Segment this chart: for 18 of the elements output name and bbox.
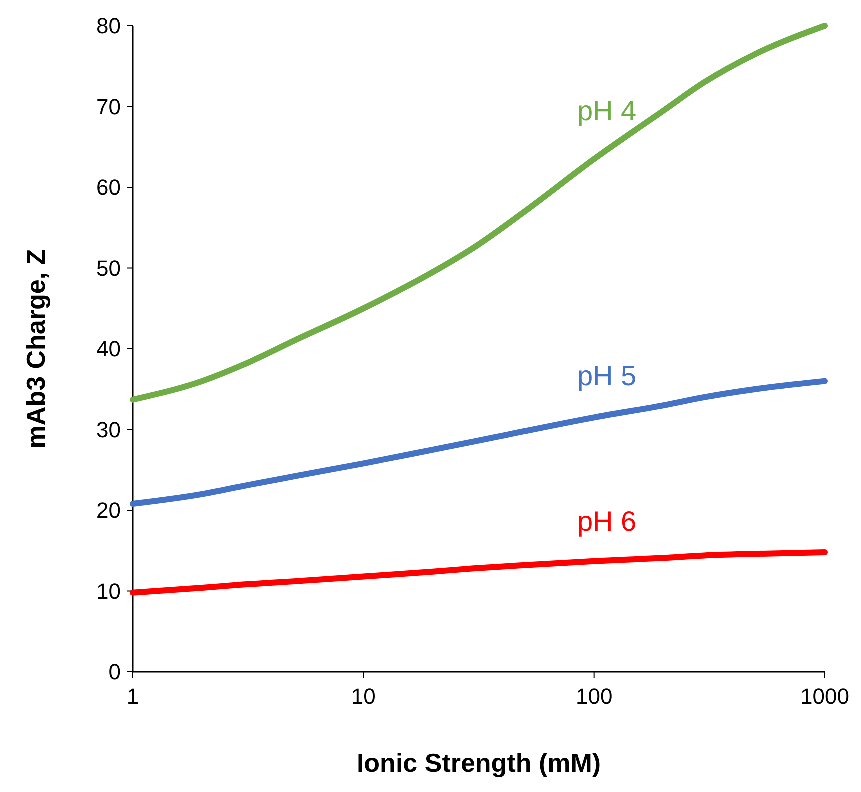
y-tick-label: 30 [96, 417, 121, 442]
y-tick-label: 10 [96, 578, 121, 604]
x-tick-label: 1000 [800, 684, 850, 709]
series-label: pH 5 [577, 360, 637, 392]
y-tick-label: 20 [96, 498, 121, 524]
y-tick-label: 60 [96, 175, 121, 200]
x-tick-label: 100 [576, 684, 613, 709]
y-tick-label: 40 [96, 336, 121, 362]
series-label: pH 4 [577, 95, 637, 126]
y-tick-label: 80 [96, 14, 121, 39]
x-tick-label: 10 [351, 684, 376, 709]
series-label: pH 6 [577, 506, 637, 537]
x-tick-label: 1 [126, 684, 140, 709]
y-tick-label: 50 [96, 256, 121, 281]
y-axis-title: mAb3 Charge, Z [21, 249, 51, 449]
y-tick-label: 0 [108, 660, 121, 685]
y-tick-label: 70 [96, 94, 121, 120]
x-axis-title: Ionic Strength (mM) [356, 748, 602, 778]
